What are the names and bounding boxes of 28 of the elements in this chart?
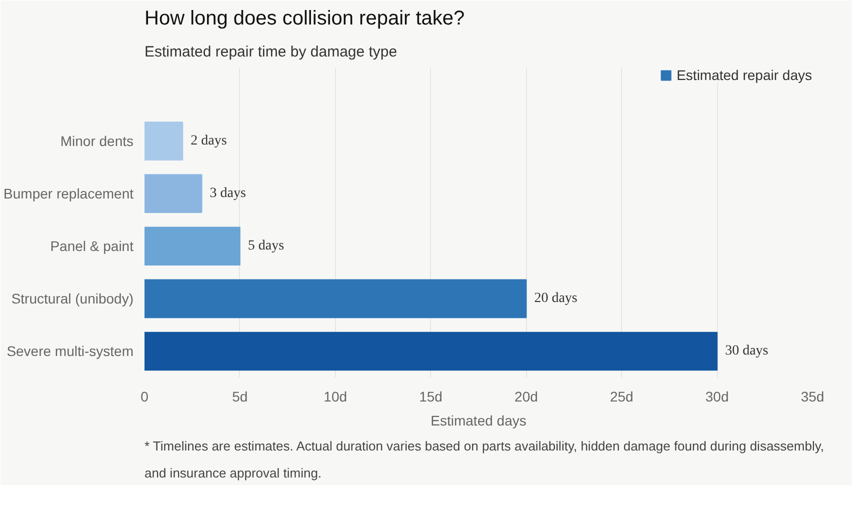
bar: [144, 279, 527, 318]
x-tick-label: 35d: [800, 388, 824, 404]
y-tick-label: Structural (unibody): [11, 290, 134, 307]
data-label: 20 days: [534, 291, 578, 306]
text: * Timelines are estimates. Actual duration varies based on parts availability, hidden damage found during disassembly, and insurance approval timing.: [144, 438, 824, 480]
x-tick-label: 30d: [705, 388, 729, 404]
bar: [144, 174, 202, 214]
chart-title: How long does collision repair take?: [144, 8, 465, 30]
chart-subtitle: Estimated repair time by damage type: [144, 44, 398, 60]
x-tick-label: 25d: [610, 388, 634, 404]
y-tick-label: Minor dents: [60, 133, 134, 150]
data-label: 5 days: [248, 238, 284, 254]
x-tick-label: 20d: [514, 388, 538, 404]
data-label: 30 days: [725, 344, 768, 359]
x-axis-title: Estimated days: [430, 412, 526, 428]
y-tick-label: Panel & paint: [50, 238, 134, 254]
x-tick-label: 5d: [232, 388, 248, 404]
x-tick-label: 0: [140, 388, 149, 404]
data-label: 3 days: [210, 186, 246, 202]
data-label: 2 days: [190, 134, 227, 149]
y-tick-label: Bumper replacement: [4, 186, 134, 202]
legend-label: Estimated repair days: [676, 67, 812, 83]
bar: [144, 226, 240, 266]
y-tick-label: Severe multi-system: [6, 343, 134, 360]
x-tick-label: 15d: [419, 388, 442, 404]
x-tick-label: 10d: [324, 388, 348, 404]
bar: [144, 332, 718, 371]
bar: [144, 122, 184, 160]
